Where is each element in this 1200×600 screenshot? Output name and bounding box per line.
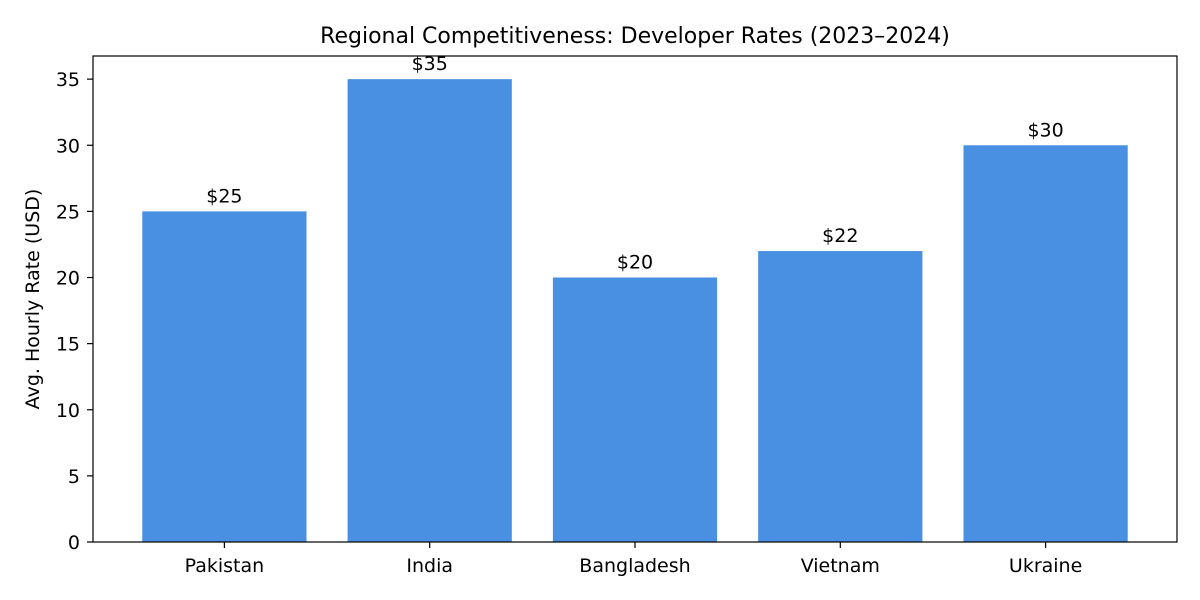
y-tick-label: 0 xyxy=(68,532,80,554)
data-label-ukraine: $30 xyxy=(1027,119,1063,141)
y-tick-label: 10 xyxy=(56,400,80,422)
x-tick-label-ukraine: Ukraine xyxy=(1009,555,1082,577)
data-label-india: $35 xyxy=(412,53,448,75)
y-tick-label: 30 xyxy=(56,135,80,157)
x-tick-label-vietnam: Vietnam xyxy=(801,555,880,577)
bar-bangladesh xyxy=(552,277,718,542)
y-tick-label: 5 xyxy=(68,466,80,488)
plot-area: $25 Pakistan $35 India $20 Bangladesh $22 Vietn… xyxy=(56,53,1178,577)
bar-india xyxy=(347,79,512,543)
data-label-pakistan: $25 xyxy=(206,185,242,207)
bar-pakistan xyxy=(142,211,307,542)
y-axis-title: Avg. Hourly Rate (USD) xyxy=(22,189,44,410)
bar-ukraine xyxy=(963,145,1128,542)
y-tick-label: 15 xyxy=(56,334,80,356)
bar-vietnam xyxy=(758,251,923,542)
x-tick-label-pakistan: Pakistan xyxy=(185,555,265,577)
x-tick-label-india: India xyxy=(406,555,453,577)
axes-frame xyxy=(92,55,1178,543)
y-tick-label: 35 xyxy=(56,69,80,91)
y-tick-label: 25 xyxy=(56,201,80,223)
data-label-bangladesh: $20 xyxy=(617,252,653,274)
x-tick-label-bangladesh: Bangladesh xyxy=(579,555,690,577)
chart-title: Regional Competitiveness: Developer Rate… xyxy=(320,24,950,49)
data-label-vietnam: $22 xyxy=(822,225,858,247)
y-tick-label: 20 xyxy=(56,268,80,290)
